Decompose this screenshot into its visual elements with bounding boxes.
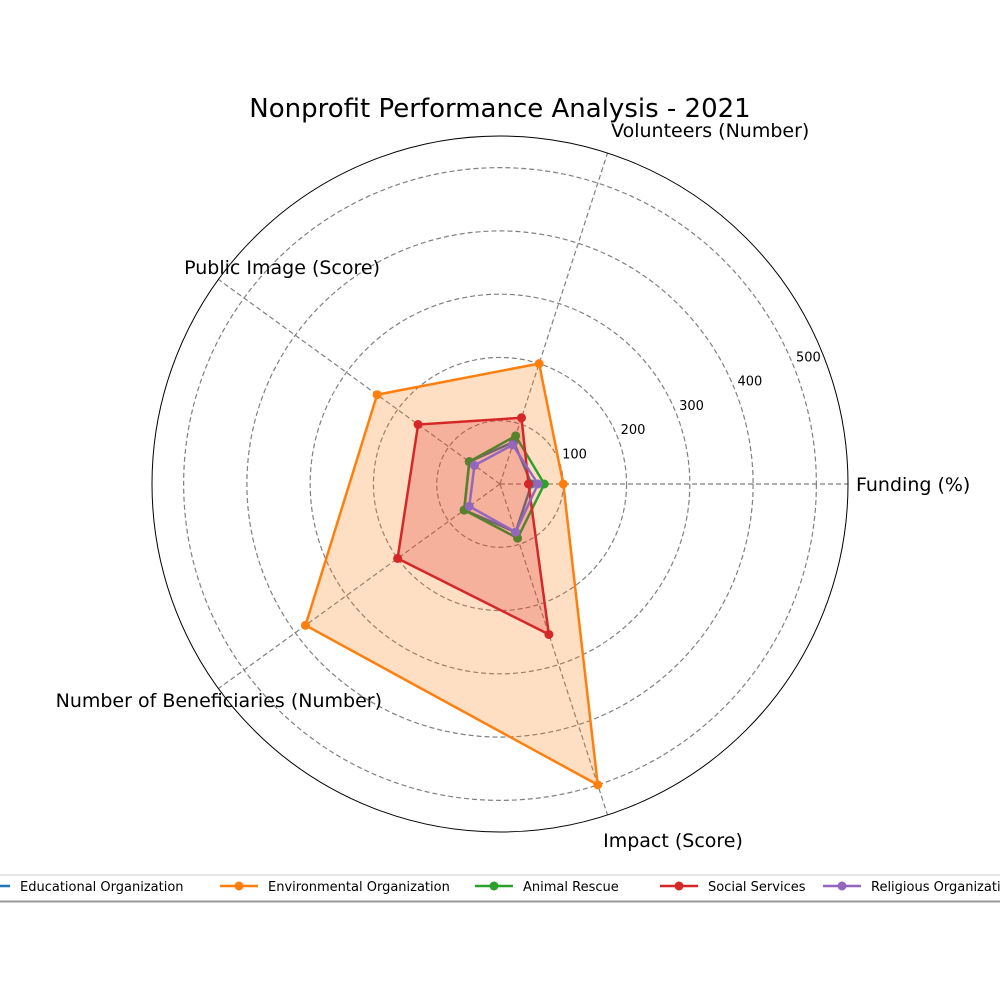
series-fill-3 xyxy=(397,417,549,635)
data-point-s1-3 xyxy=(300,620,310,630)
chart-title: Nonprofit Performance Analysis - 2021 xyxy=(249,94,750,124)
data-point-s1-0 xyxy=(558,479,568,489)
outer-frame xyxy=(151,135,849,833)
spoke-1 xyxy=(499,152,609,485)
data-point-s4-0 xyxy=(533,479,543,489)
grid-circle-400 xyxy=(246,230,754,738)
r-tick-label: 100 xyxy=(562,447,587,462)
legend-marker xyxy=(234,881,244,891)
r-tick-label: 300 xyxy=(679,399,704,414)
data-point-s3-2 xyxy=(413,419,423,429)
axis-label-1: Volunteers (Number) xyxy=(611,120,809,142)
legend: Educational Organization Environmental Or… xyxy=(0,874,1000,903)
legend-label: Social Services xyxy=(708,880,806,895)
label-layer: Funding (%) Volunteers (Number) Public Ima… xyxy=(56,120,971,852)
legend-marker xyxy=(837,881,847,891)
series-line-4 xyxy=(467,443,540,534)
grid-circle-300 xyxy=(309,293,691,675)
data-point-s3-3 xyxy=(393,553,403,563)
data-point-s3-4 xyxy=(544,629,554,639)
data-point-s2-0 xyxy=(539,479,549,489)
data-point-s3-0 xyxy=(523,479,533,489)
legend-item-0: Educational Organization xyxy=(0,880,184,895)
grid-circle-200 xyxy=(372,356,628,612)
series-line-2 xyxy=(462,434,546,540)
legend-marker xyxy=(674,881,684,891)
data-point-s4-3 xyxy=(464,501,474,511)
r-tick-label: 500 xyxy=(796,350,821,365)
data-point-s3-1 xyxy=(517,413,527,423)
axis-label-4: Impact (Score) xyxy=(603,830,743,852)
data-point-s1-2 xyxy=(372,390,382,400)
legend-label: Educational Organization xyxy=(20,880,184,895)
spoke-2 xyxy=(218,278,501,485)
series-layer xyxy=(300,359,603,790)
series-fill-1 xyxy=(305,363,598,785)
data-point-s2-1 xyxy=(511,431,521,441)
axis-label-3: Number of Beneficiaries (Number) xyxy=(56,690,382,712)
r-tick-label: 400 xyxy=(738,375,763,390)
data-point-s1-1 xyxy=(534,359,544,369)
data-point-s4-2 xyxy=(469,460,479,470)
data-point-s4-4 xyxy=(511,527,521,537)
series-line-3 xyxy=(396,416,551,637)
legend-label: Animal Rescue xyxy=(523,880,619,895)
legend-item-1: Environmental Organization xyxy=(220,880,450,895)
legend-item-4: Religious Organization xyxy=(823,880,1000,895)
axis-label-0: Funding (%) xyxy=(856,474,970,496)
r-tick-label: 200 xyxy=(621,423,646,438)
data-point-s4-1 xyxy=(508,440,518,450)
legend-item-3: Social Services xyxy=(660,880,806,895)
legend-marker xyxy=(489,881,499,891)
legend-label: Religious Organization xyxy=(871,880,1000,895)
legend-label: Environmental Organization xyxy=(268,880,450,895)
axis-label-2: Public Image (Score) xyxy=(184,257,380,279)
data-point-s1-4 xyxy=(593,780,603,790)
spoke-3 xyxy=(218,483,501,690)
grid-layer: 100 200 300 400 500 xyxy=(151,135,849,833)
series-line-1 xyxy=(304,362,600,788)
legend-item-2: Animal Rescue xyxy=(475,880,619,895)
